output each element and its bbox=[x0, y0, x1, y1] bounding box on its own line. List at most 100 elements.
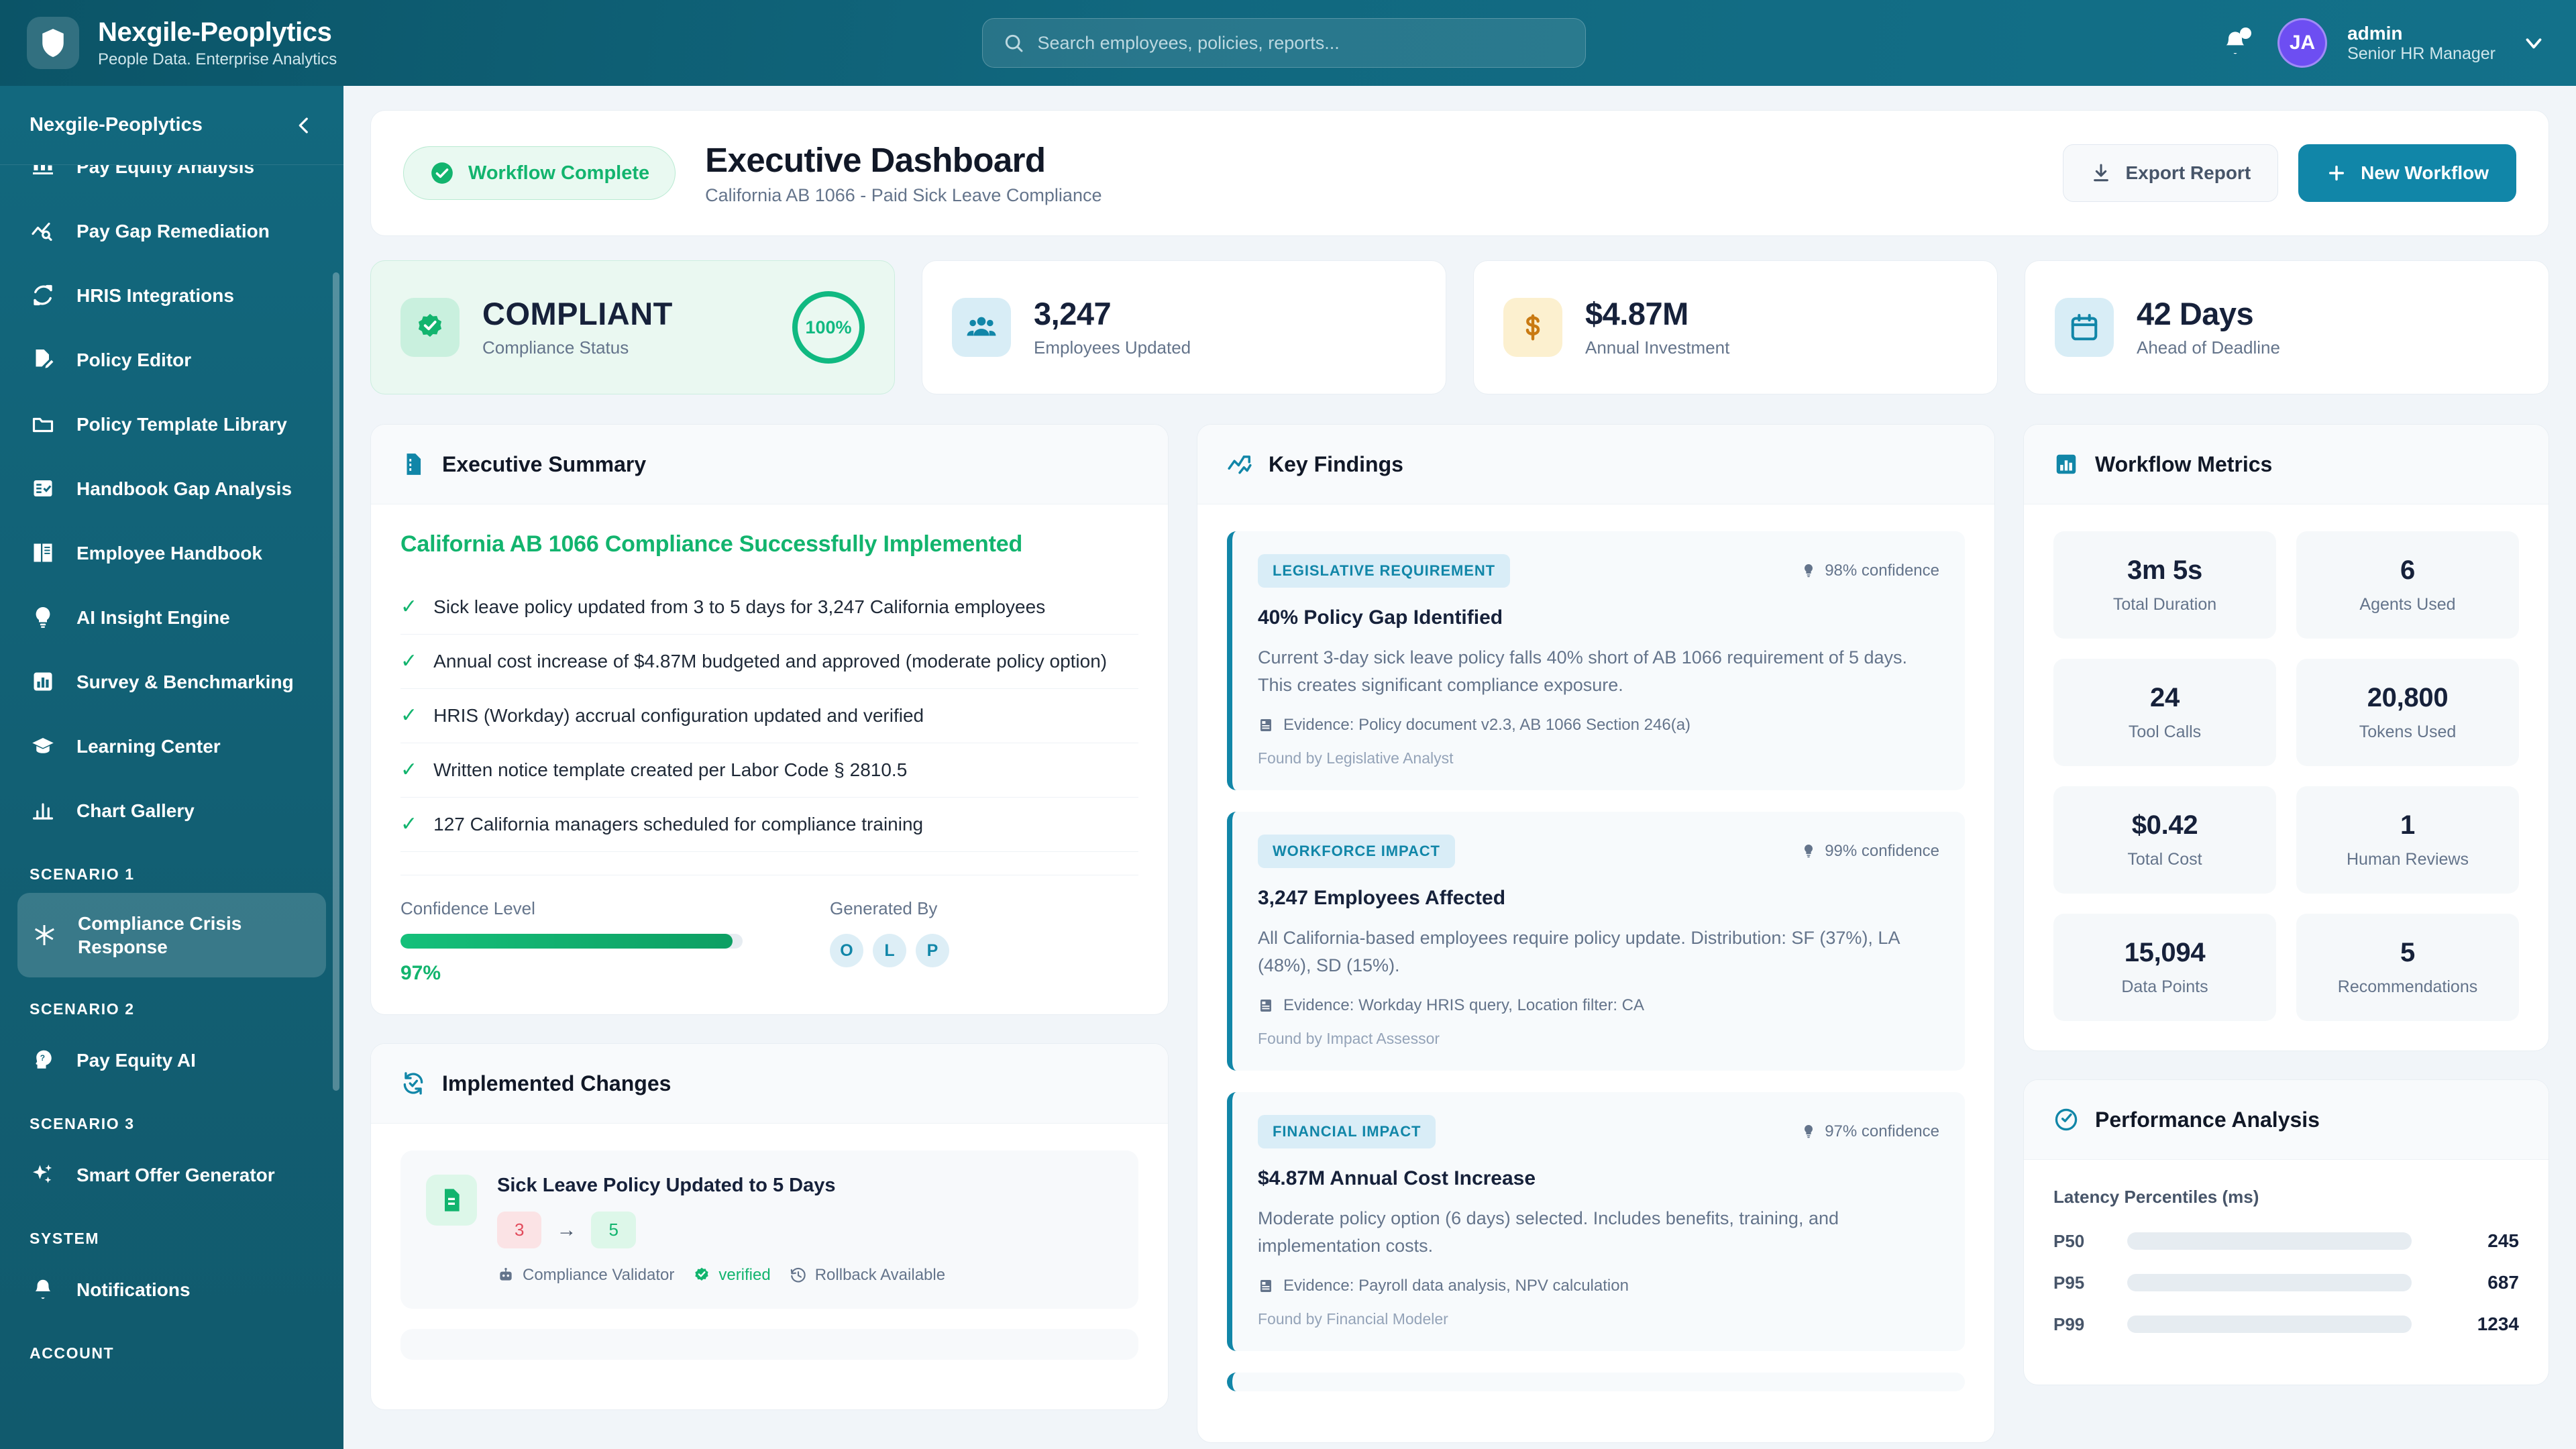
new-workflow-button[interactable]: New Workflow bbox=[2298, 144, 2516, 202]
avatar[interactable]: JA bbox=[2277, 18, 2328, 68]
sidebar-item-hris-integrations[interactable]: HRIS Integrations bbox=[0, 263, 343, 327]
evidence-icon bbox=[1258, 1278, 1274, 1294]
latency-bar bbox=[2127, 1274, 2412, 1291]
finding-card[interactable]: LEGISLATIVE REQUIREMENT 98% confidence 4… bbox=[1227, 531, 1965, 790]
confidence-text: 99% confidence bbox=[1825, 842, 1939, 860]
summary-footer: Confidence Level 97% Generated By bbox=[400, 875, 1138, 985]
bell-icon[interactable] bbox=[2218, 26, 2252, 60]
main-content: Workflow Complete Executive Dashboard Ca… bbox=[343, 86, 2576, 1449]
column-right: Workflow Metrics 3m 5s Total Duration 6 bbox=[2023, 424, 2549, 1443]
new-workflow-label: New Workflow bbox=[2361, 162, 2489, 183]
finding-evidence: Evidence: Policy document v2.3, AB 1066 … bbox=[1258, 716, 1939, 735]
search-input[interactable]: Search employees, policies, reports... bbox=[981, 18, 1586, 68]
panel-title: Implemented Changes bbox=[442, 1071, 672, 1095]
evidence-text: Evidence: Workday HRIS query, Location f… bbox=[1283, 996, 1645, 1014]
page-header: Workflow Complete Executive Dashboard Ca… bbox=[370, 110, 2549, 236]
sidebar-item-survey-benchmarking[interactable]: Survey & Benchmarking bbox=[0, 649, 343, 714]
export-report-label: Export Report bbox=[2125, 162, 2251, 183]
chevron-down-icon[interactable] bbox=[2521, 30, 2546, 56]
sidebar-item-label: Policy Template Library bbox=[76, 413, 287, 435]
change-item[interactable]: Sick Leave Policy Updated to 5 Days 3 → … bbox=[400, 1150, 1138, 1309]
notification-badge bbox=[2240, 28, 2252, 39]
summary-headline: California AB 1066 Compliance Successful… bbox=[400, 531, 1023, 557]
history-icon bbox=[790, 1267, 807, 1284]
generated-by-avatars: O L P bbox=[830, 934, 949, 967]
evidence-text: Evidence: Policy document v2.3, AB 1066 … bbox=[1283, 716, 1691, 734]
sidebar-item-ai-insight-engine[interactable]: AI Insight Engine bbox=[0, 585, 343, 649]
sidebar-item-label: Employee Handbook bbox=[76, 542, 262, 564]
finding-confidence: 98% confidence bbox=[1801, 561, 1939, 580]
agent-name: Compliance Validator bbox=[523, 1266, 675, 1284]
top-bar: Nexgile-Peoplytics People Data. Enterpri… bbox=[0, 0, 2576, 86]
sidebar-item-pay-gap-remediation[interactable]: Pay Gap Remediation bbox=[0, 199, 343, 263]
latency-section-label: Latency Percentiles (ms) bbox=[2053, 1187, 2259, 1207]
refresh-check-icon bbox=[400, 1071, 426, 1096]
sidebar-item-employee-handbook[interactable]: Employee Handbook bbox=[0, 521, 343, 585]
sidebar-item-learning-center[interactable]: Learning Center bbox=[0, 714, 343, 778]
finding-card[interactable]: WORKFORCE IMPACT 99% confidence 3,247 Em… bbox=[1227, 812, 1965, 1071]
sidebar-item-handbook-gap-analysis[interactable]: Handbook Gap Analysis bbox=[0, 456, 343, 521]
summary-item-text: 127 California managers scheduled for co… bbox=[433, 814, 924, 835]
finding-card-partial[interactable] bbox=[1227, 1373, 1965, 1391]
old-value: 3 bbox=[497, 1212, 542, 1248]
panel-header: Key Findings bbox=[1197, 425, 1994, 504]
download-icon bbox=[2090, 162, 2112, 184]
panel-body: California AB 1066 Compliance Successful… bbox=[371, 504, 1168, 1014]
confidence-bar-fill bbox=[400, 934, 733, 949]
sidebar-item-label: Smart Offer Generator bbox=[76, 1164, 275, 1185]
finding-confidence: 97% confidence bbox=[1801, 1122, 1939, 1141]
metric-card: 15,094 Data Points bbox=[2053, 914, 2276, 1021]
finding-confidence: 99% confidence bbox=[1801, 842, 1939, 861]
avatar[interactable]: P bbox=[916, 934, 949, 967]
confidence-label: Confidence Level bbox=[400, 898, 535, 918]
check-circle-icon bbox=[429, 160, 455, 186]
page-title: Executive Dashboard bbox=[705, 141, 1046, 179]
analytics-icon bbox=[30, 797, 56, 824]
sidebar-item-pay-equity-analysis[interactable]: Pay Equity Analysis bbox=[0, 165, 343, 199]
latency-bar bbox=[2127, 1232, 2412, 1250]
file-edit-icon bbox=[30, 346, 56, 373]
evidence-icon bbox=[1258, 998, 1274, 1014]
check-icon: ✓ bbox=[400, 596, 418, 618]
sparkles-icon bbox=[30, 1161, 56, 1188]
panel-title: Performance Analysis bbox=[2095, 1107, 2320, 1132]
sidebar-title: Nexgile-Peoplytics bbox=[30, 114, 203, 136]
check-icon: ✓ bbox=[400, 704, 418, 727]
brand-subtitle: People Data. Enterprise Analytics bbox=[98, 50, 337, 68]
svg-text:?: ? bbox=[40, 1053, 45, 1063]
latency-bar bbox=[2127, 1316, 2412, 1333]
avatar[interactable]: L bbox=[873, 934, 906, 967]
sidebar-item-chart-gallery[interactable]: Chart Gallery bbox=[0, 778, 343, 843]
change-item-partial[interactable] bbox=[400, 1329, 1138, 1360]
finding-card[interactable]: FINANCIAL IMPACT 97% confidence $4.87M A… bbox=[1227, 1092, 1965, 1351]
export-report-button[interactable]: Export Report bbox=[2063, 144, 2279, 202]
bar-chart-icon bbox=[30, 165, 56, 180]
panel-header: Performance Analysis bbox=[2024, 1080, 2548, 1160]
sidebar-scroll[interactable]: Pay Equity Analysis Pay Gap Remediation … bbox=[0, 165, 343, 1449]
metric-card: 6 Agents Used bbox=[2296, 531, 2519, 639]
executive-summary-panel: Executive Summary California AB 1066 Com… bbox=[370, 424, 1169, 1015]
sidebar-item-pay-equity-ai[interactable]: ? Pay Equity AI bbox=[0, 1028, 343, 1092]
finding-evidence: Evidence: Payroll data analysis, NPV cal… bbox=[1258, 1277, 1939, 1295]
sidebar-scrollbar[interactable] bbox=[333, 272, 339, 1091]
latency-label: P50 bbox=[2053, 1230, 2085, 1251]
sidebar-item-policy-editor[interactable]: Policy Editor bbox=[0, 327, 343, 392]
verified-badge-icon bbox=[693, 1267, 710, 1284]
avatar[interactable]: O bbox=[830, 934, 863, 967]
brand[interactable]: Nexgile-Peoplytics People Data. Enterpri… bbox=[0, 17, 349, 69]
sidebar-item-notifications[interactable]: Notifications bbox=[0, 1257, 343, 1322]
sidebar: Nexgile-Peoplytics Pay Equity Analysis P… bbox=[0, 86, 343, 1449]
rollback-meta: Rollback Available bbox=[790, 1266, 945, 1285]
evidence-text: Evidence: Payroll data analysis, NPV cal… bbox=[1283, 1277, 1629, 1295]
evidence-icon bbox=[1258, 717, 1274, 733]
panel-body: Latency Percentiles (ms) P50 245 P95 687 bbox=[2024, 1160, 2548, 1385]
sidebar-item-policy-template-library[interactable]: Policy Template Library bbox=[0, 392, 343, 456]
graduation-cap-icon bbox=[30, 733, 56, 759]
chevron-left-icon[interactable] bbox=[292, 114, 315, 137]
sidebar-item-smart-offer-generator[interactable]: Smart Offer Generator bbox=[0, 1142, 343, 1207]
finding-title: $4.87M Annual Cost Increase bbox=[1258, 1167, 1536, 1189]
kpi-value: 3,247 bbox=[1034, 295, 1112, 331]
sidebar-item-compliance-crisis-response[interactable]: Compliance Crisis Response bbox=[17, 893, 326, 977]
kpi-value: $4.87M bbox=[1585, 295, 1688, 331]
search-area: Search employees, policies, reports... bbox=[349, 18, 2218, 68]
